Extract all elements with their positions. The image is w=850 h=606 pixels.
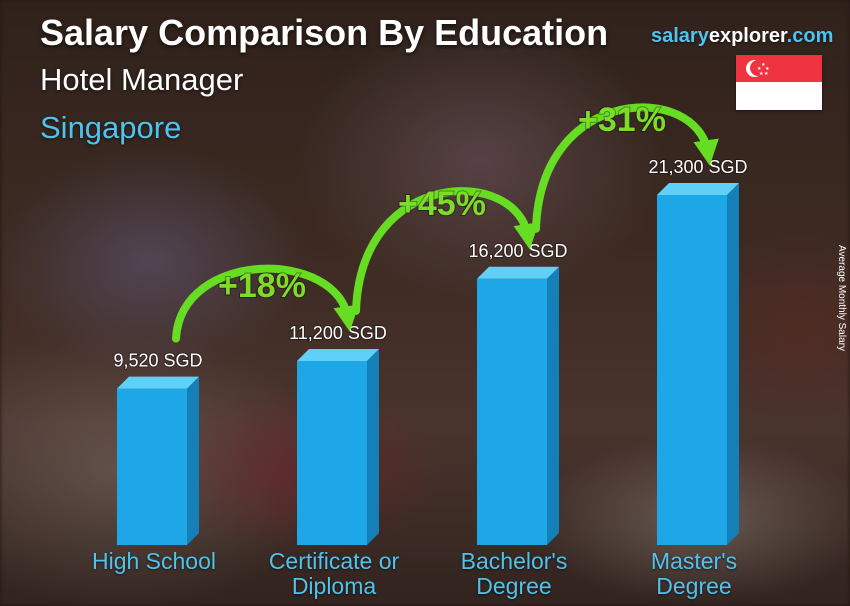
value-label-4: 21,300 SGD <box>648 157 747 177</box>
bar-top <box>477 266 559 279</box>
category-label-2: Certificate or Diploma <box>268 548 400 599</box>
bar-front <box>657 195 727 545</box>
value-label-1: 9,520 SGD <box>113 351 202 371</box>
chart-title: Salary Comparison By Education <box>40 12 609 53</box>
bar-front <box>117 388 187 545</box>
category-label-4: Master's Degree <box>650 548 738 599</box>
increase-arrow-1 <box>172 264 359 343</box>
bar-side <box>187 376 199 545</box>
bar-front <box>297 360 367 545</box>
location-label: Singapore <box>40 110 182 145</box>
category-label-1: High School <box>91 548 217 574</box>
increase-label-3: +31% <box>578 101 666 139</box>
bar-4 <box>657 183 739 545</box>
increase-arrow-2 <box>352 187 539 315</box>
increase-label-1: +18% <box>218 267 306 305</box>
value-label-3: 16,200 SGD <box>468 241 567 261</box>
brand-part-explorer: explorer <box>708 25 787 47</box>
increase-arrow-3 <box>532 103 719 233</box>
bar-top <box>297 348 379 361</box>
bar-side <box>727 183 739 545</box>
bar-front <box>477 278 547 545</box>
bar-3 <box>477 266 559 545</box>
bar-top <box>117 376 199 389</box>
bar-side <box>547 266 559 545</box>
job-title: Hotel Manager <box>40 62 244 97</box>
brand-logo[interactable]: salaryexplorer.com <box>651 25 833 48</box>
value-label-2: 11,200 SGD <box>289 323 387 343</box>
category-label-3: Bachelor's Degree <box>460 548 568 599</box>
bar-2 <box>297 348 379 545</box>
brand-part-com: .com <box>786 25 834 47</box>
bar-top <box>657 183 739 195</box>
bar-side <box>367 348 379 545</box>
brand-part-salary: salary <box>651 25 709 47</box>
increase-label-2: +45% <box>398 185 486 223</box>
bar-1 <box>117 376 199 545</box>
singapore-flag-icon: ★ ★ ★ ★ ★ <box>736 55 822 110</box>
